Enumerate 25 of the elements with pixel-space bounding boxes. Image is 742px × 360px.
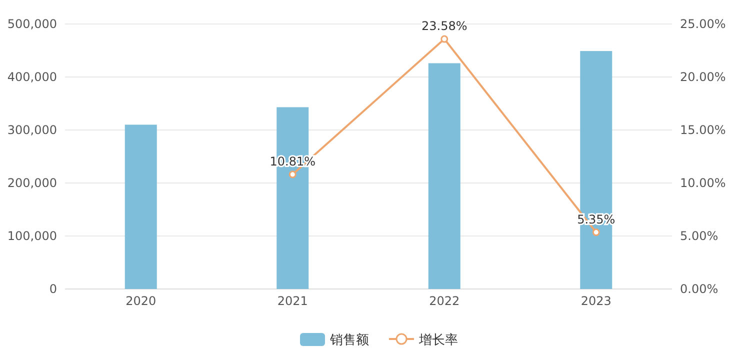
x-tick-label: 2020 — [126, 294, 156, 308]
y-tick-label: 300,000 — [7, 123, 57, 137]
bar — [428, 63, 460, 289]
legend-label: 增长率 — [418, 332, 458, 348]
y-tick-label: 0 — [49, 282, 57, 296]
x-tick-label: 2021 — [277, 294, 308, 308]
x-tick-label: 2023 — [580, 294, 612, 308]
y-tick-label: 100,000 — [7, 229, 57, 243]
y-tick-label: 500,000 — [7, 17, 57, 31]
legend-label: 销售额 — [329, 333, 369, 348]
data-label: 23.58% — [421, 19, 468, 34]
point — [440, 35, 448, 43]
bar — [580, 51, 612, 289]
y-tick-label: 200,000 — [7, 176, 57, 190]
bar — [124, 124, 157, 289]
x-tick-label: 2022 — [429, 294, 460, 308]
y2-tick-label: 15.00% — [680, 123, 726, 137]
y2-tick-label: 10.00% — [680, 176, 726, 190]
y-tick-label: 400,000 — [7, 70, 57, 84]
y2-tick-label: 25.00% — [680, 17, 726, 31]
y2-tick-label: 5.00% — [680, 229, 718, 243]
point — [592, 228, 600, 236]
y2-tick-label: 20.00% — [680, 70, 726, 84]
y2-tick-label: 0.00% — [680, 282, 718, 296]
point — [288, 170, 296, 178]
